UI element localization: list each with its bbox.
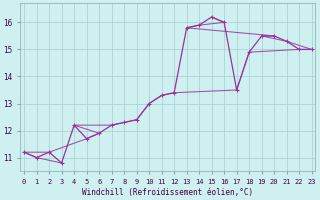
X-axis label: Windchill (Refroidissement éolien,°C): Windchill (Refroidissement éolien,°C) [82,188,253,197]
